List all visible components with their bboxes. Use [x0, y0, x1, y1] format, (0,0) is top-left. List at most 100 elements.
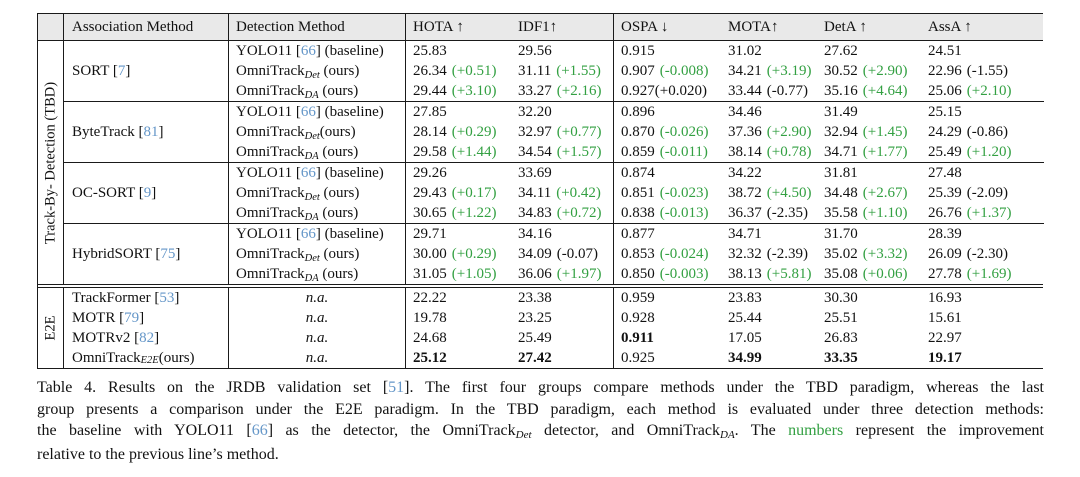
metric-cell: 26.76 (+1.37) [921, 203, 1044, 223]
metric-cell: 25.49 (+1.20) [921, 142, 1044, 162]
citation-ref[interactable]: 66 [300, 165, 316, 181]
detection-cell: OmniTrackDet (ours) [229, 244, 406, 264]
citation-ref[interactable]: 9 [143, 185, 152, 201]
metric-cell: 35.16 (+4.64) [817, 81, 921, 101]
citation-ref[interactable]: 66 [300, 104, 316, 120]
metric-value: 33.44 [728, 83, 762, 99]
metric-delta: (-0.023) [659, 185, 709, 201]
metric-value: 0.925 [621, 350, 655, 366]
metric-value: 0.928 [621, 310, 655, 326]
metric-cell: 31.81 [817, 163, 921, 183]
text-segment: relative to the previous line’s method. [37, 445, 279, 463]
metric-cell: 30.65 (+1.22) [406, 203, 511, 223]
metric-value: 38.72 [728, 185, 762, 201]
association-cell: HybridSORT [75] [64, 224, 229, 284]
metric-value: 34.46 [728, 104, 762, 120]
metric-cell: 34.11 (+0.42) [511, 183, 614, 203]
metric-cell: 31.05 (+1.05) [406, 264, 511, 284]
text-segment: (ours) [319, 63, 360, 79]
citation-ref[interactable]: 66 [300, 226, 316, 242]
metric-delta: (-2.35) [766, 205, 808, 221]
citation-ref[interactable]: 82 [139, 330, 155, 346]
metric-value: 25.12 [413, 350, 447, 366]
citation-ref[interactable]: 51 [388, 379, 405, 396]
metric-delta: (+1.45) [862, 124, 908, 140]
citation-ref[interactable]: 53 [159, 290, 175, 306]
metric-cell: 29.58 (+1.44) [406, 142, 511, 162]
caption-line: relative to the previous line’s method. [37, 444, 1044, 466]
metric-cell: 26.09 (-2.30) [921, 244, 1044, 264]
metric-cell: 38.13 (+5.81) [721, 264, 817, 284]
metric-value: 0.874 [621, 165, 655, 181]
metric-cell: 27.48 [921, 163, 1044, 183]
metric-value: 15.61 [928, 310, 962, 326]
text-segment: (ours) [319, 185, 360, 201]
metric-delta: (+0.06) [862, 266, 908, 282]
metric-value: 0.870 [621, 124, 655, 140]
metric-cell: 25.39 (-2.09) [921, 183, 1044, 203]
detection-cell: n.a. [229, 308, 406, 328]
metric-value: 31.49 [824, 104, 858, 120]
metric-value: 33.69 [518, 165, 552, 181]
metric-cell: 31.02 [721, 41, 817, 61]
metric-cell: 35.58 (+1.10) [817, 203, 921, 223]
citation-ref[interactable]: 66 [251, 422, 268, 439]
text-segment: (ours) [319, 246, 360, 262]
metric-cell: 0.907 (-0.008) [614, 61, 721, 81]
metric-delta: (+1.37) [966, 205, 1012, 221]
subscript: DA [304, 273, 319, 284]
association-cell: ByteTrack [81] [64, 102, 229, 162]
metric-value: 29.71 [413, 226, 447, 242]
metric-cell: 30.30 [817, 288, 921, 308]
text-segment: ] [139, 310, 145, 326]
text-segment: n.a. [305, 350, 329, 366]
caption-line: Table 4. Results on the JRDB validation … [37, 377, 1044, 399]
metric-cell: 27.62 [817, 41, 921, 61]
text-segment: ] [154, 330, 160, 346]
metric-value: 32.94 [824, 124, 858, 140]
metric-delta: (-0.77) [766, 83, 808, 99]
text-segment: detector, and OmniTrack [531, 422, 720, 439]
metric-value: 30.30 [824, 290, 858, 306]
metric-value: 26.34 [413, 63, 447, 79]
association-cell: TrackFormer [53] [64, 288, 229, 308]
citation-ref[interactable]: 7 [117, 63, 126, 79]
metric-delta: (-0.026) [659, 124, 709, 140]
metric-cell: 0.915 [614, 41, 721, 61]
metric-value: 29.44 [413, 83, 447, 99]
metric-delta: (-0.003) [659, 266, 709, 282]
tbd-group: OC-SORT [9] YOLO11 [66] (baseline) 29.26 33… [64, 162, 1044, 223]
metric-cell: 34.46 [721, 102, 817, 122]
metric-cell: 34.71 [721, 224, 817, 244]
metric-delta: (+2.90) [862, 63, 908, 79]
text-segment: numbers [788, 422, 844, 439]
metric-delta: (+0.78) [766, 144, 812, 160]
metric-delta: (+1.10) [862, 205, 908, 221]
metric-value: 29.26 [413, 165, 447, 181]
metric-cell: 32.20 [511, 102, 614, 122]
text-segment: . The [734, 422, 789, 439]
metric-value: 22.22 [413, 290, 447, 306]
metric-value: 23.25 [518, 310, 552, 326]
citation-ref[interactable]: 75 [160, 246, 176, 262]
metric-value: 0.859 [621, 144, 655, 160]
metric-cell: 32.97 (+0.77) [511, 122, 614, 142]
metric-value: 34.22 [728, 165, 762, 181]
metric-cell: 19.78 [406, 308, 511, 328]
column-header-metric: AssA ↑ [928, 19, 972, 35]
text-segment: ] [158, 124, 164, 140]
metric-cell: 31.49 [817, 102, 921, 122]
metric-value: 27.62 [824, 43, 858, 59]
metric-value: 27.85 [413, 104, 447, 120]
metric-delta: (+1.57) [556, 144, 602, 160]
metric-cell: 23.83 [721, 288, 817, 308]
citation-ref[interactable]: 81 [143, 124, 159, 140]
detection-cell: YOLO11 [66] (baseline) [229, 163, 406, 183]
metric-cell: 0.853 (-0.024) [614, 244, 721, 264]
metric-delta: (+0.020) [654, 83, 707, 99]
metric-value: 31.70 [824, 226, 858, 242]
text-segment: ] [175, 246, 181, 262]
citation-ref[interactable]: 66 [300, 43, 316, 59]
citation-ref[interactable]: 79 [124, 310, 140, 326]
metric-value: 38.13 [728, 266, 762, 282]
